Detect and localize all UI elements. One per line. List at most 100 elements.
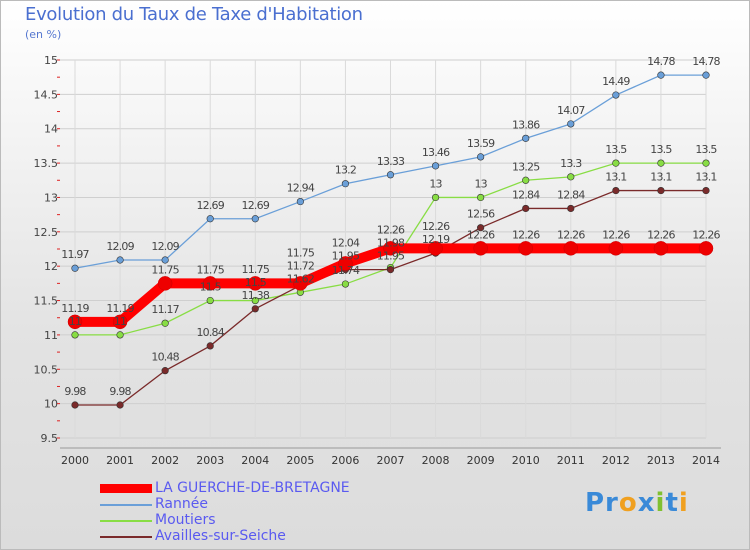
data-label: 13.5 bbox=[650, 143, 672, 156]
data-label: 10.48 bbox=[151, 351, 179, 364]
data-label: 11.74 bbox=[332, 264, 360, 277]
data-label: 13 bbox=[429, 177, 442, 190]
data-label: 11.5 bbox=[200, 281, 222, 294]
data-point bbox=[702, 159, 710, 167]
data-point bbox=[657, 71, 665, 79]
data-label: 11.98 bbox=[377, 237, 405, 250]
data-label: 13.46 bbox=[422, 146, 450, 159]
legend-label: Rannée bbox=[155, 496, 208, 512]
data-label: 12.26 bbox=[377, 224, 405, 237]
data-point bbox=[612, 91, 620, 99]
data-label: 12.26 bbox=[602, 228, 630, 241]
data-point bbox=[71, 401, 79, 409]
y-tick-label: 9.5 bbox=[41, 432, 59, 445]
x-tick-label: 2014 bbox=[692, 454, 720, 467]
data-point bbox=[383, 241, 398, 256]
data-point bbox=[206, 342, 214, 350]
data-label: 12.04 bbox=[332, 237, 360, 250]
data-point bbox=[522, 176, 530, 184]
data-point bbox=[612, 186, 620, 195]
data-point bbox=[431, 162, 440, 170]
x-tick-label: 2003 bbox=[196, 454, 224, 467]
data-point bbox=[157, 276, 173, 291]
data-label: 14.07 bbox=[557, 104, 585, 117]
data-point bbox=[251, 296, 259, 305]
data-point bbox=[206, 215, 214, 223]
data-label: 13.1 bbox=[695, 171, 716, 184]
x-tick-label: 2000 bbox=[61, 454, 89, 467]
data-point bbox=[116, 256, 124, 264]
x-tick-label: 2011 bbox=[557, 454, 585, 467]
data-point bbox=[386, 266, 395, 274]
data-label: 11 bbox=[69, 315, 81, 328]
data-label: 12.84 bbox=[512, 188, 540, 201]
data-label: 12.09 bbox=[151, 240, 179, 253]
legend-item-la-guerche: LA GUERCHE-DE-BRETAGNE bbox=[100, 481, 350, 496]
data-label: 11 bbox=[114, 315, 126, 328]
chart-title: Evolution du Taux de Taxe d'Habitation bbox=[25, 4, 363, 25]
legend-item-rannee: Rannée bbox=[100, 497, 208, 512]
data-label: 12.26 bbox=[557, 228, 585, 241]
data-point bbox=[116, 331, 124, 339]
data-point bbox=[653, 241, 669, 256]
data-label: 11.95 bbox=[377, 250, 405, 263]
data-label: 14.49 bbox=[602, 75, 630, 88]
x-tick-label: 2002 bbox=[151, 454, 179, 467]
x-tick-label: 2009 bbox=[467, 454, 495, 467]
data-label: 11.75 bbox=[196, 263, 224, 276]
y-tick-label: 11.5 bbox=[34, 295, 59, 308]
data-label: 11.19 bbox=[61, 302, 89, 315]
data-point bbox=[161, 256, 169, 264]
data-label: 12.94 bbox=[287, 182, 315, 195]
data-label: 12.69 bbox=[242, 199, 270, 212]
y-tick-label: 13.5 bbox=[34, 157, 59, 170]
data-point bbox=[431, 193, 440, 202]
data-label: 12.19 bbox=[422, 233, 450, 246]
y-tick-label: 12 bbox=[44, 260, 58, 273]
x-tick-label: 2006 bbox=[331, 454, 359, 467]
data-label: 11.97 bbox=[61, 248, 89, 261]
legend-label: Availles-sur-Seiche bbox=[155, 528, 286, 544]
data-label: 11.75 bbox=[151, 263, 179, 276]
data-label: 13.3 bbox=[560, 157, 582, 170]
data-label: 12.84 bbox=[557, 188, 585, 201]
data-label: 12.26 bbox=[467, 228, 495, 241]
y-tick-label: 10 bbox=[44, 398, 58, 411]
data-label: 9.98 bbox=[109, 385, 131, 398]
data-label: 12.26 bbox=[422, 220, 450, 233]
data-label: 12.69 bbox=[196, 199, 224, 212]
y-tick-label: 14 bbox=[44, 123, 58, 136]
y-axis-unit: (en %) bbox=[25, 28, 62, 41]
data-label: 11.38 bbox=[242, 289, 270, 302]
data-label: 13.5 bbox=[695, 143, 717, 156]
data-point bbox=[428, 241, 443, 256]
data-point bbox=[567, 204, 575, 213]
data-point bbox=[341, 180, 350, 188]
data-label: 11.19 bbox=[106, 302, 134, 315]
data-label: 13.1 bbox=[650, 171, 671, 184]
legend-item-moutiers: Moutiers bbox=[100, 513, 216, 528]
data-label: 13.1 bbox=[605, 171, 626, 184]
legend-item-availles: Availles-sur-Seiche bbox=[100, 529, 286, 544]
data-label: 14.78 bbox=[692, 55, 720, 68]
data-point bbox=[251, 305, 259, 313]
data-point bbox=[698, 241, 714, 256]
y-tick-label: 13 bbox=[44, 191, 58, 204]
x-tick-label: 2005 bbox=[286, 454, 314, 467]
data-point bbox=[161, 319, 169, 327]
data-point bbox=[293, 276, 308, 291]
data-point bbox=[473, 241, 488, 256]
data-label: 13 bbox=[474, 177, 487, 190]
data-point bbox=[567, 120, 575, 128]
data-label: 12.09 bbox=[106, 240, 134, 253]
data-label: 11.62 bbox=[287, 272, 315, 285]
data-point bbox=[338, 256, 353, 271]
legend-label: Moutiers bbox=[155, 512, 216, 528]
data-point bbox=[71, 331, 79, 339]
data-point bbox=[202, 276, 218, 291]
proxiti-logo: Proxiti bbox=[585, 488, 689, 518]
data-label: 11.5 bbox=[245, 276, 267, 289]
data-point bbox=[477, 193, 485, 202]
data-label: 13.59 bbox=[467, 137, 495, 150]
